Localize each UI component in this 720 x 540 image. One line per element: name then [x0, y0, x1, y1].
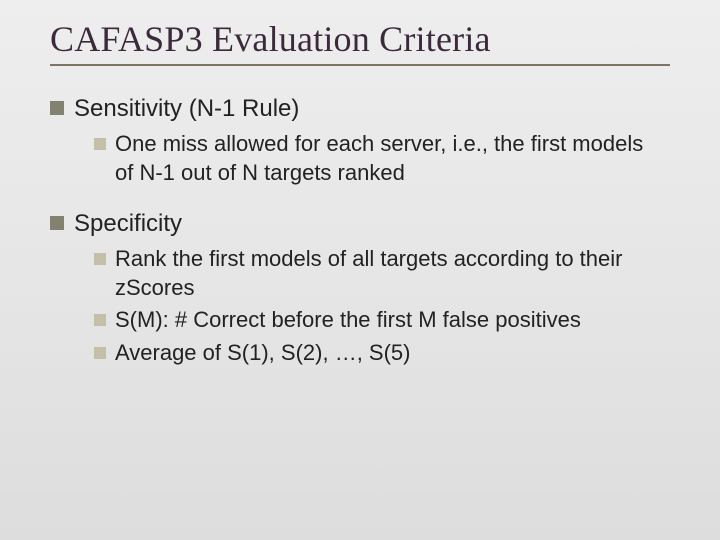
list-item: Specificity Rank the first models of all… [50, 209, 680, 367]
l1-label: Specificity [74, 209, 182, 239]
slide-title: CAFASP3 Evaluation Criteria [50, 18, 680, 60]
square-bullet-icon [50, 216, 64, 230]
square-bullet-icon [50, 101, 64, 115]
l2-label: One miss allowed for each server, i.e., … [115, 130, 655, 187]
l2-label: Rank the first models of all targets acc… [115, 245, 655, 302]
list-item: Sensitivity (N-1 Rule) One miss allowed … [50, 94, 680, 187]
square-bullet-icon [94, 253, 106, 265]
sublist: One miss allowed for each server, i.e., … [94, 130, 680, 187]
list-item: Rank the first models of all targets acc… [94, 245, 680, 302]
l2-label: Average of S(1), S(2), …, S(5) [115, 339, 410, 368]
square-bullet-icon [94, 138, 106, 150]
l1-label: Sensitivity (N-1 Rule) [74, 94, 299, 124]
square-bullet-icon [94, 314, 106, 326]
title-underline [50, 64, 670, 66]
list-item: Average of S(1), S(2), …, S(5) [94, 339, 680, 368]
list-item: One miss allowed for each server, i.e., … [94, 130, 680, 187]
slide: CAFASP3 Evaluation Criteria Sensitivity … [0, 0, 720, 540]
square-bullet-icon [94, 347, 106, 359]
l2-label: S(M): # Correct before the first M false… [115, 306, 581, 335]
sublist: Rank the first models of all targets acc… [94, 245, 680, 367]
list-item: S(M): # Correct before the first M false… [94, 306, 680, 335]
